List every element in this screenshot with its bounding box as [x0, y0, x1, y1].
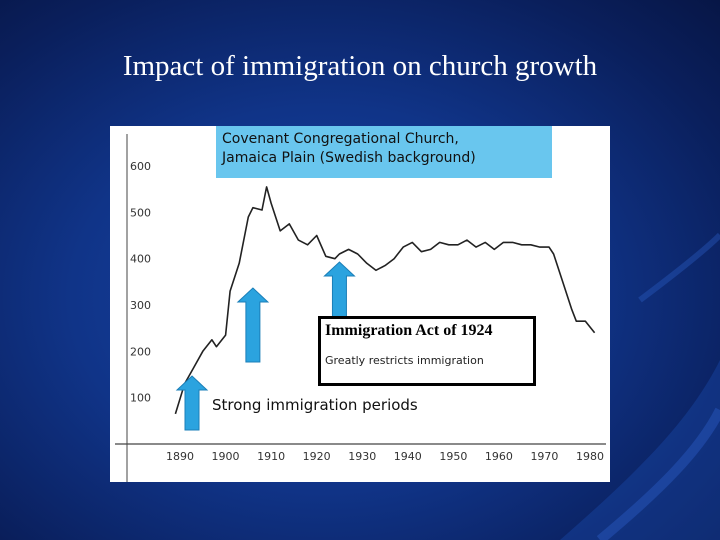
immigration-act-subtitle: Greatly restricts immigration: [325, 354, 484, 367]
x-tick-label: 1910: [257, 450, 285, 463]
x-tick-label: 1960: [485, 450, 513, 463]
y-tick-label: 600: [130, 160, 151, 173]
x-tick-label: 1930: [348, 450, 376, 463]
x-tick-label: 1950: [439, 450, 467, 463]
y-tick-label: 400: [130, 253, 151, 266]
line-chart: 100 200 300 400 500 600 1890 1900 1910 1920 1930 1…: [115, 134, 606, 482]
caption-line-1: Covenant Congregational Church,: [222, 131, 459, 147]
immigration-act-title: Immigration Act of 1924: [325, 322, 493, 339]
up-arrow-icon: [175, 375, 209, 431]
chart-caption-box: Covenant Congregational Church, Jamaica …: [216, 126, 552, 178]
chart-panel: 100 200 300 400 500 600 1890 1900 1910 1920 1930 1…: [110, 126, 610, 482]
immigration-act-box: Immigration Act of 1924 Greatly restrict…: [318, 316, 536, 386]
y-tick-label: 100: [130, 392, 151, 405]
up-arrow-icon: [236, 287, 270, 363]
x-tick-label: 1900: [212, 450, 240, 463]
strong-immigration-label: Strong immigration periods: [212, 396, 418, 414]
membership-series-line: [174, 186, 596, 415]
x-tick-label: 1980: [576, 450, 604, 463]
up-arrow-icon: [323, 261, 356, 319]
x-tick-label: 1940: [394, 450, 422, 463]
caption-line-2: Jamaica Plain (Swedish background): [222, 150, 476, 166]
x-tick-label: 1890: [166, 450, 194, 463]
x-tick-label: 1970: [530, 450, 558, 463]
slide-title: Impact of immigration on church growth: [122, 50, 598, 82]
y-tick-label: 300: [130, 299, 151, 312]
y-tick-label: 500: [130, 206, 151, 219]
x-tick-label: 1920: [303, 450, 331, 463]
y-tick-label: 200: [130, 345, 151, 358]
